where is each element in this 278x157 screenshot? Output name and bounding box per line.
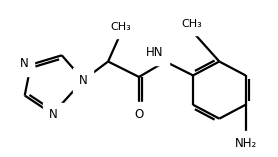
Text: N: N <box>20 57 28 70</box>
Text: N: N <box>79 73 88 87</box>
Text: N: N <box>49 108 58 121</box>
Text: O: O <box>134 108 144 121</box>
Text: CH₃: CH₃ <box>110 22 131 32</box>
Text: NH₂: NH₂ <box>234 137 257 150</box>
Text: HN: HN <box>146 46 164 59</box>
Text: CH₃: CH₃ <box>181 19 202 29</box>
